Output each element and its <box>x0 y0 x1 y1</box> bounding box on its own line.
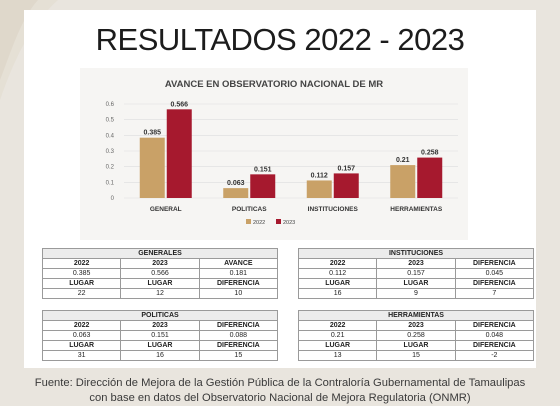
y-tick-label: 0.5 <box>106 118 115 124</box>
table-cell: 2022 <box>41 320 122 331</box>
table-cell: 13 <box>297 350 378 361</box>
legend-label: 2022 <box>253 220 265 226</box>
source-note: Fuente: Dirección de Mejora de la Gestió… <box>0 376 560 406</box>
bar-2022 <box>390 165 416 198</box>
table-cell: 2022 <box>297 258 378 269</box>
table-cell: LUGAR <box>120 340 200 351</box>
table-title: INSTITUCIONES <box>298 248 534 259</box>
table-generales: GENERALES 2022 2023 AVANCE 0.385 0.566 0… <box>41 248 279 299</box>
table-cell: 0.063 <box>41 330 122 341</box>
bar-chart: AVANCE EN OBSERVATORIO NACIONAL DE MR 0 0.… <box>106 79 458 226</box>
table-cell: LUGAR <box>41 278 122 289</box>
table-cell: 16 <box>297 288 378 299</box>
table-title: POLITICAS <box>42 310 278 321</box>
bar-2023 <box>250 174 276 198</box>
y-tick-label: 0.3 <box>106 149 115 155</box>
chart-panel: AVANCE EN OBSERVATORIO NACIONAL DE MR 0 0.… <box>80 68 468 240</box>
data-label: 0.151 <box>254 166 272 173</box>
table-cell: -2 <box>454 350 535 361</box>
bar-2023 <box>333 173 359 198</box>
table-title: GENERALES <box>42 248 278 259</box>
table-cell: 0.21 <box>297 330 378 341</box>
table-cell: 7 <box>454 288 535 299</box>
table-cell: 0.045 <box>454 268 535 279</box>
data-label: 0.21 <box>396 157 410 164</box>
table-title: HERRAMIENTAS <box>298 310 534 321</box>
x-tick-label: GENERAL <box>150 206 182 213</box>
table-politicas: POLITICAS 2022 2023 DIFERENCIA 0.063 0.1… <box>41 310 279 361</box>
table-cell: DIFERENCIA <box>198 340 279 351</box>
y-tick-label: 0.6 <box>106 102 115 108</box>
table-instituciones: INSTITUCIONES 2022 2023 DIFERENCIA 0.112… <box>297 248 535 299</box>
bar-2022 <box>139 137 165 198</box>
x-tick-label: INSTITUCIONES <box>308 206 359 213</box>
table-cell: 31 <box>41 350 122 361</box>
table-cell: 2023 <box>376 320 456 331</box>
table-cell: 0.385 <box>41 268 122 279</box>
table-cell: 22 <box>41 288 122 299</box>
data-label: 0.385 <box>143 130 161 137</box>
table-cell: 10 <box>198 288 279 299</box>
bar-2022 <box>306 180 332 198</box>
table-cell: 16 <box>120 350 200 361</box>
legend-label: 2023 <box>283 220 295 226</box>
table-cell: DIFERENCIA <box>454 258 535 269</box>
table-cell: DIFERENCIA <box>198 320 279 331</box>
y-tick-label: 0.2 <box>106 165 115 171</box>
chart-title: AVANCE EN OBSERVATORIO NACIONAL DE MR <box>165 79 383 90</box>
table-herramientas: HERRAMIENTAS 2022 2023 DIFERENCIA 0.21 0… <box>297 310 535 361</box>
table-cell: LUGAR <box>297 278 378 289</box>
y-tick-label: 0 <box>111 196 115 202</box>
table-cell: LUGAR <box>41 340 122 351</box>
table-cell: 0.566 <box>120 268 200 279</box>
data-label: 0.112 <box>311 172 328 179</box>
table-cell: 0.088 <box>198 330 279 341</box>
source-line-2: con base en datos del Observatorio Nacio… <box>89 392 471 404</box>
table-cell: 15 <box>198 350 279 361</box>
table-cell: LUGAR <box>297 340 378 351</box>
table-cell: AVANCE <box>198 258 279 269</box>
table-cell: 0.112 <box>297 268 378 279</box>
table-cell: LUGAR <box>120 278 200 289</box>
table-cell: DIFERENCIA <box>198 278 279 289</box>
legend-swatch-2022 <box>246 219 251 224</box>
y-tick-label: 0.1 <box>106 180 115 186</box>
slide: RESULTADOS 2022 - 2023 AVANCE EN OBSERVA… <box>24 10 536 368</box>
table-cell: LUGAR <box>376 278 456 289</box>
slide-title: RESULTADOS 2022 - 2023 <box>95 22 465 57</box>
table-cell: 0.258 <box>376 330 456 341</box>
table-cell: 12 <box>120 288 200 299</box>
table-cell: 0.151 <box>120 330 200 341</box>
source-line-1: Fuente: Dirección de Mejora de la Gestió… <box>34 377 526 389</box>
data-label: 0.258 <box>421 150 439 157</box>
table-cell: DIFERENCIA <box>454 278 535 289</box>
table-cell: 9 <box>376 288 456 299</box>
table-cell: 2022 <box>41 258 122 269</box>
table-cell: DIFERENCIA <box>454 320 535 331</box>
y-tick-label: 0.4 <box>106 133 115 139</box>
table-cell: 15 <box>376 350 456 361</box>
data-label: 0.157 <box>337 165 355 172</box>
legend-swatch-2023 <box>276 219 281 224</box>
table-cell: LUGAR <box>376 340 456 351</box>
data-label: 0.566 <box>170 101 188 108</box>
data-label: 0.063 <box>227 180 245 187</box>
x-tick-label: HERRAMIENTAS <box>390 206 443 213</box>
x-tick-label: POLITICAS <box>232 206 267 213</box>
table-cell: 0.048 <box>454 330 535 341</box>
table-cell: 2023 <box>120 258 200 269</box>
bar-2022 <box>223 188 249 198</box>
table-cell: 2023 <box>120 320 200 331</box>
bar-2023 <box>417 157 443 198</box>
table-cell: 0.181 <box>198 268 279 279</box>
table-cell: 0.157 <box>376 268 456 279</box>
table-cell: DIFERENCIA <box>454 340 535 351</box>
bar-2023 <box>166 109 192 198</box>
table-cell: 2022 <box>297 320 378 331</box>
table-cell: 2023 <box>376 258 456 269</box>
